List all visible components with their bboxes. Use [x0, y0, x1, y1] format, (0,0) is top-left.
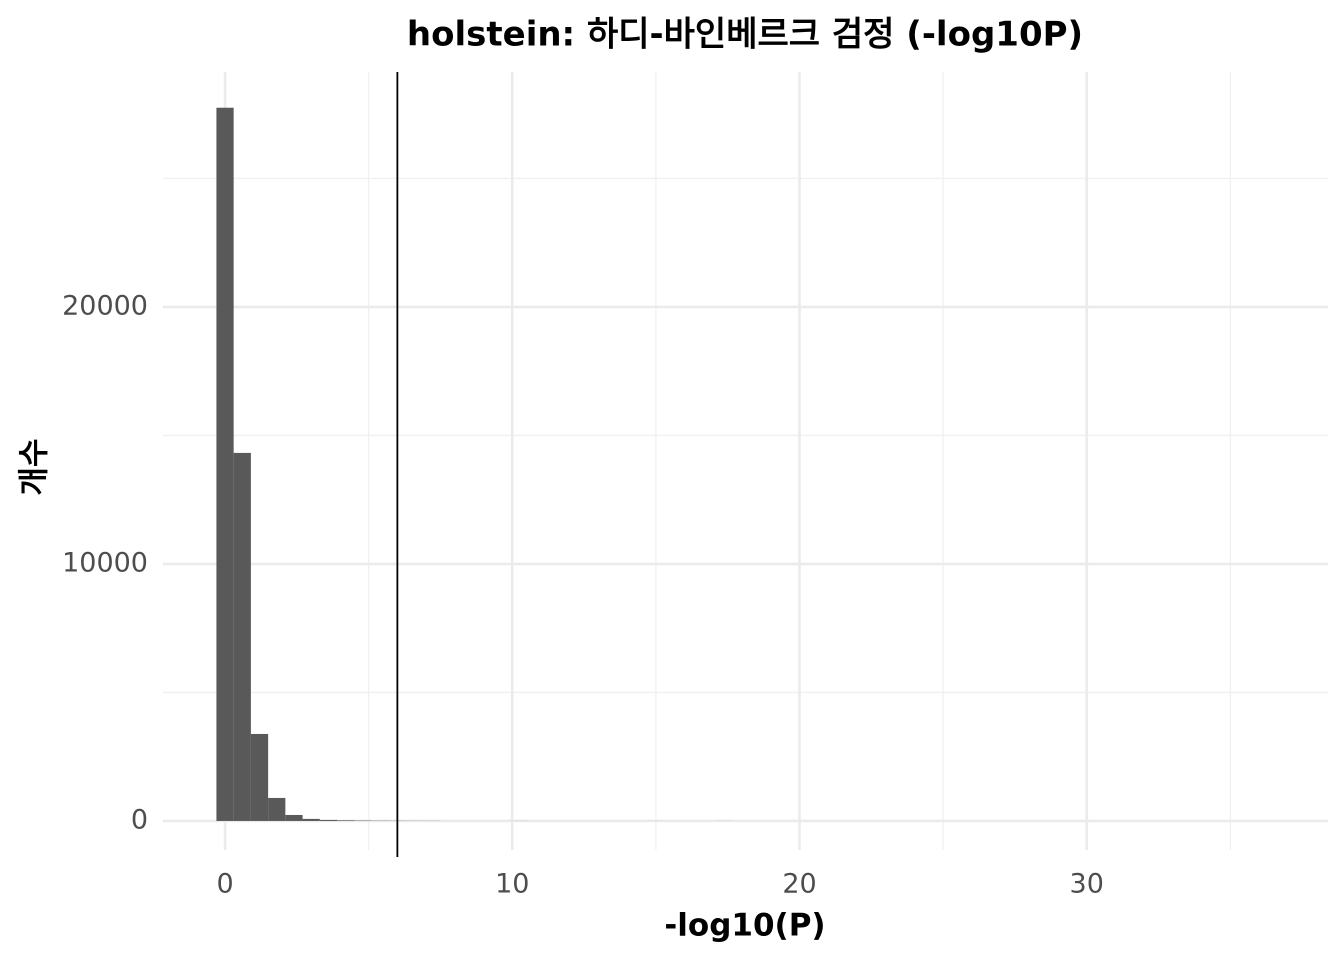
bar — [285, 814, 303, 821]
y-tick-label: 0 — [131, 804, 148, 835]
y-tick-label: 10000 — [62, 547, 148, 578]
bar — [268, 797, 286, 821]
chart-title: holstein: 하디-바인베르크 검정 (-log10P) — [407, 15, 1083, 55]
bar — [233, 452, 251, 821]
bar — [250, 733, 269, 821]
y-axis-label: 개수 — [17, 438, 53, 495]
bar — [302, 818, 320, 821]
bar — [216, 107, 234, 821]
x-tick-label: 30 — [1070, 869, 1104, 900]
bar — [337, 820, 355, 821]
x-axis-label: -log10(P) — [664, 908, 825, 944]
x-tick-label: 10 — [495, 869, 529, 900]
bar — [319, 819, 338, 821]
y-tick-label: 20000 — [62, 290, 148, 321]
x-tick-label: 0 — [216, 869, 233, 900]
x-tick-label: 20 — [782, 869, 816, 900]
